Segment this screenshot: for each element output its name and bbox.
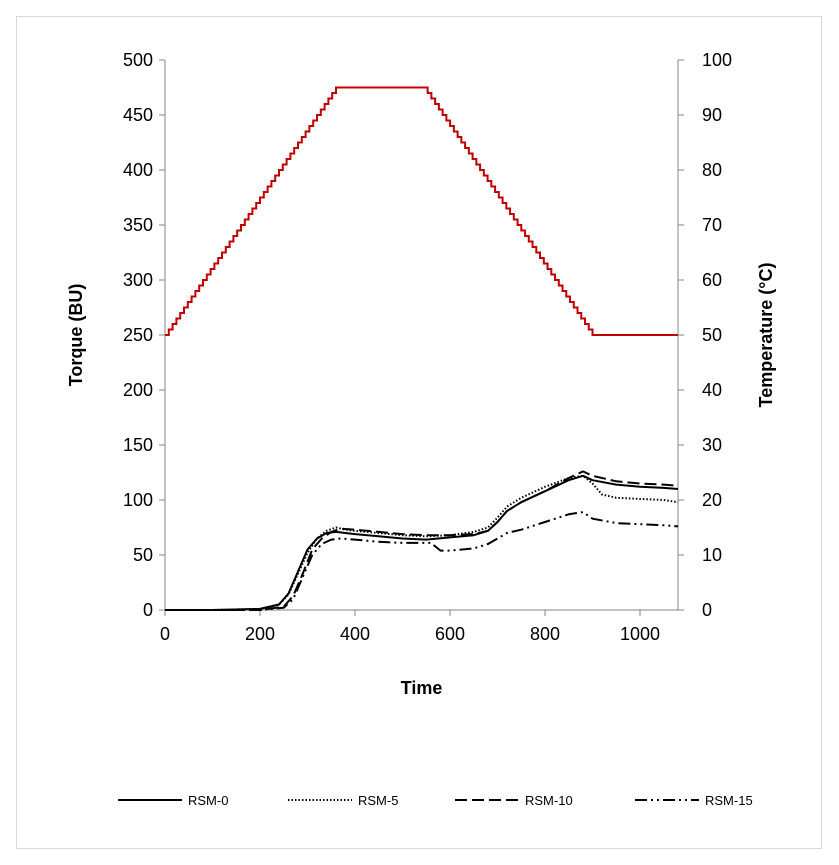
y2-tick-label: 50 bbox=[702, 325, 722, 345]
y-tick-label: 500 bbox=[123, 50, 153, 70]
y2-tick-label: 70 bbox=[702, 215, 722, 235]
series-line-rsm-0 bbox=[165, 474, 679, 611]
chart-frame bbox=[16, 16, 822, 849]
temperature-line bbox=[165, 86, 678, 336]
y-tick-label: 50 bbox=[133, 545, 153, 565]
x-tick-label: 600 bbox=[435, 624, 465, 644]
legend-label-rsm-15: RSM-15 bbox=[705, 793, 753, 808]
x-tick-label: 200 bbox=[245, 624, 275, 644]
y2-tick-label: 100 bbox=[702, 50, 732, 70]
y2-tick-label: 60 bbox=[702, 270, 722, 290]
y2-tick-label: 90 bbox=[702, 105, 722, 125]
series-line-rsm-15 bbox=[165, 511, 679, 611]
legend-label-rsm-0: RSM-0 bbox=[188, 793, 228, 808]
y2-axis-title: Temperature (°C) bbox=[756, 263, 776, 408]
legend-label-rsm-5: RSM-5 bbox=[358, 793, 398, 808]
y-tick-label: 250 bbox=[123, 325, 153, 345]
legend: RSM-0 RSM-5 RSM-10 RSM-15 bbox=[118, 793, 753, 808]
y2-tick-label: 80 bbox=[702, 160, 722, 180]
plot-area bbox=[165, 86, 679, 611]
ticks: 0501001502002503003504004505000102030405… bbox=[123, 50, 732, 644]
x-tick-label: 0 bbox=[160, 624, 170, 644]
legend-label-rsm-10: RSM-10 bbox=[525, 793, 573, 808]
series-line-rsm-10 bbox=[165, 470, 679, 611]
x-tick-label: 400 bbox=[340, 624, 370, 644]
y-tick-label: 350 bbox=[123, 215, 153, 235]
series-line-rsm-5 bbox=[165, 474, 679, 611]
y-tick-label: 400 bbox=[123, 160, 153, 180]
y2-tick-label: 30 bbox=[702, 435, 722, 455]
y-tick-label: 100 bbox=[123, 490, 153, 510]
y2-tick-label: 40 bbox=[702, 380, 722, 400]
y-tick-label: 450 bbox=[123, 105, 153, 125]
x-tick-label: 1000 bbox=[620, 624, 660, 644]
y-axis-title: Torque (BU) bbox=[66, 284, 86, 387]
y-tick-label: 0 bbox=[143, 600, 153, 620]
y2-tick-label: 20 bbox=[702, 490, 722, 510]
x-axis-title: Time bbox=[401, 678, 443, 698]
y-tick-label: 200 bbox=[123, 380, 153, 400]
y2-tick-label: 10 bbox=[702, 545, 722, 565]
y-tick-label: 300 bbox=[123, 270, 153, 290]
x-tick-label: 800 bbox=[530, 624, 560, 644]
y-tick-label: 150 bbox=[123, 435, 153, 455]
y2-tick-label: 0 bbox=[702, 600, 712, 620]
